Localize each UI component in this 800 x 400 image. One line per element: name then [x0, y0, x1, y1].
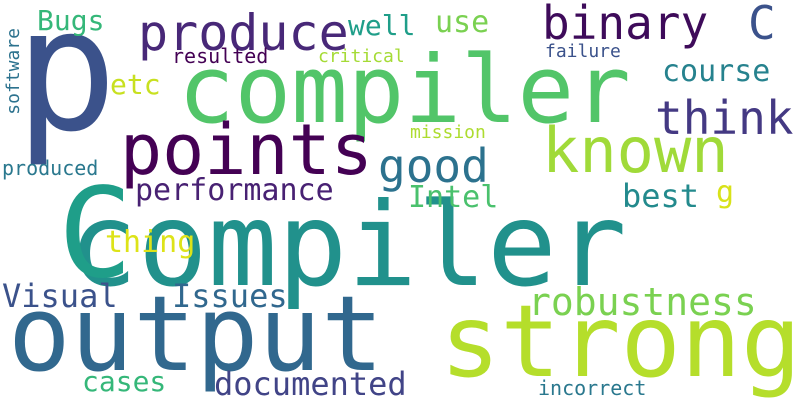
word-robustness: robustness — [528, 280, 757, 324]
word-strong: strong — [440, 283, 800, 400]
word-points: points — [120, 109, 373, 191]
word-intel: Intel — [408, 180, 499, 215]
word-documented: documented — [214, 365, 407, 400]
word-c-large: C — [58, 162, 133, 306]
word-well: well — [348, 9, 416, 42]
word-cases: cases — [82, 365, 167, 398]
word-p: p — [15, 0, 118, 170]
word-binary: binary — [542, 0, 709, 50]
word-produce: produce — [138, 4, 349, 62]
word-compiler-top: compiler — [178, 36, 631, 145]
word-mission: mission — [410, 122, 486, 143]
word-failure: failure — [545, 41, 621, 62]
word-compiler-large: compiler — [68, 178, 627, 313]
word-etc: etc — [110, 68, 161, 101]
word-think: think — [655, 91, 794, 145]
word-visual: Visual — [2, 277, 118, 315]
word-software: software — [3, 28, 24, 115]
word-output: output — [8, 273, 384, 395]
word-bugs: Bugs — [37, 4, 105, 37]
word-thing: thing — [105, 225, 196, 260]
word-incorrect: incorrect — [538, 376, 647, 400]
word-c-small: C — [748, 0, 776, 50]
word-issues: Issues — [172, 277, 288, 315]
word-critical: critical — [318, 46, 405, 67]
word-performance: performance — [135, 173, 334, 208]
word-best: best — [622, 177, 700, 215]
word-course: course — [662, 54, 771, 89]
word-resulted: resulted — [172, 44, 269, 68]
word-good: good — [378, 139, 489, 193]
word-g: g — [716, 175, 735, 210]
word-use: use — [435, 5, 490, 40]
word-produced: produced — [2, 156, 99, 180]
word-known: known — [542, 114, 729, 187]
